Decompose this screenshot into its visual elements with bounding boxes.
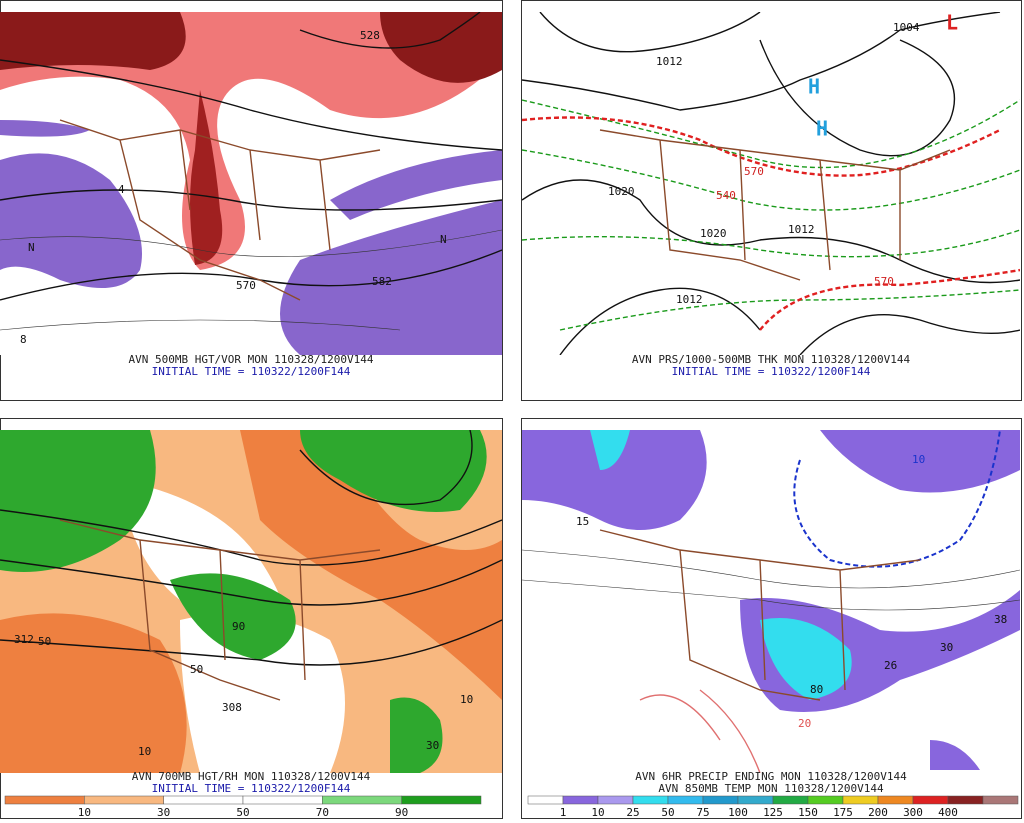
temp-label: 80 [810, 683, 823, 696]
colorbar-label: 90 [395, 806, 408, 819]
initial-time: INITIAL TIME = 110322/1200F144 [152, 365, 351, 378]
thickness-label: 570 [744, 165, 764, 178]
colorbar-swatch [84, 795, 164, 805]
caption: AVN 500MB HGT/VOR MON 110328/1200V144 [128, 353, 373, 366]
colorbar-swatch [947, 795, 984, 805]
colorbar-swatch [842, 795, 879, 805]
map-700mb: 312 50 10 10 90 50 308 30 [0, 430, 502, 773]
pressure-label: 1020 [608, 185, 635, 198]
colorbar-label: 200 [868, 806, 888, 819]
map-precip: 15 10 30 26 38 20 80 [522, 430, 1020, 773]
temp-label: 20 [798, 717, 811, 730]
colorbar-label: 50 [236, 806, 249, 819]
initial-time: INITIAL TIME = 110322/1200F144 [152, 782, 351, 795]
colorbar-swatch [4, 795, 85, 805]
colorbar-swatch [912, 795, 949, 805]
colorbar-swatch [242, 795, 323, 805]
contour-label: 10 [460, 693, 473, 706]
colorbar-label: 175 [833, 806, 853, 819]
temp-label: 10 [912, 453, 925, 466]
initial-time: INITIAL TIME = 110322/1200F144 [672, 365, 871, 378]
colorbar-label: 125 [763, 806, 783, 819]
colorbar-swatch [702, 795, 739, 805]
contour-label: 8 [20, 333, 27, 346]
colorbar-swatch [322, 795, 402, 805]
contour-label: 30 [426, 739, 439, 752]
contour-label: 528 [360, 29, 380, 42]
contour-label: 90 [232, 620, 245, 633]
contour-label: 50 [190, 663, 203, 676]
colorbar-swatch [807, 795, 844, 805]
colorbar-swatch [527, 795, 564, 805]
colorbar-swatch [597, 795, 634, 805]
colorbar-label: 10 [591, 806, 604, 819]
pressure-label: 1012 [788, 223, 815, 236]
colorbar-label: 30 [157, 806, 170, 819]
high-marker: H [816, 117, 828, 141]
pressure-label: 1004 [893, 21, 920, 34]
colorbar-label: 150 [798, 806, 818, 819]
contour-label: 570 [236, 279, 256, 292]
colorbar-label: 300 [903, 806, 923, 819]
colorbar-label: 1 [560, 806, 567, 819]
contour-label: 4 [118, 183, 125, 196]
colorbar-label: 50 [661, 806, 674, 819]
temp-label: 15 [576, 515, 589, 528]
colorbar-swatch [982, 795, 1019, 805]
pressure-label: 1012 [676, 293, 703, 306]
temp-label: 26 [884, 659, 897, 672]
map-500mb: 528 582 570 N N 8 4 [0, 12, 502, 355]
colorbar-swatch [632, 795, 669, 805]
colorbar-swatch [163, 795, 244, 805]
colorbar-swatch [772, 795, 809, 805]
low-marker: L [946, 11, 958, 35]
contour-label: N [28, 241, 35, 254]
colorbar-label: 10 [78, 806, 91, 819]
colorbar-swatch [737, 795, 774, 805]
contour-label: 312 [14, 633, 34, 646]
pressure-label: 1012 [656, 55, 683, 68]
temp-label: 38 [994, 613, 1007, 626]
colorbar-label: 100 [728, 806, 748, 819]
colorbar-label: 70 [316, 806, 329, 819]
colorbar-label: 25 [626, 806, 639, 819]
thickness-label: 540 [716, 189, 736, 202]
pressure-label: 1020 [700, 227, 727, 240]
colorbar-swatch [562, 795, 599, 805]
contour-label: 308 [222, 701, 242, 714]
caption: AVN 850MB TEMP MON 110328/1200V144 [658, 782, 884, 795]
contour-label: N [440, 233, 447, 246]
panel-frame [521, 0, 1022, 401]
caption: AVN PRS/1000-500MB THK MON 110328/1200V1… [632, 353, 911, 366]
colorbar-swatch [877, 795, 914, 805]
colorbar-label: 75 [696, 806, 709, 819]
contour-label: 10 [138, 745, 151, 758]
thickness-label: 570 [874, 275, 894, 288]
colorbar-swatch [401, 795, 482, 805]
map-pressure: 1004 1012 1020 1020 1012 1012 540 570 57… [522, 11, 1020, 355]
colorbar-label: 400 [938, 806, 958, 819]
caption: AVN 700MB HGT/RH MON 110328/1200V144 [132, 770, 371, 783]
colorbar-swatch [667, 795, 704, 805]
caption: AVN 6HR PRECIP ENDING MON 110328/1200V14… [635, 770, 907, 783]
contour-label: 50 [38, 635, 51, 648]
contour-label: 582 [372, 275, 392, 288]
temp-label: 30 [940, 641, 953, 654]
high-marker: H [808, 75, 820, 99]
